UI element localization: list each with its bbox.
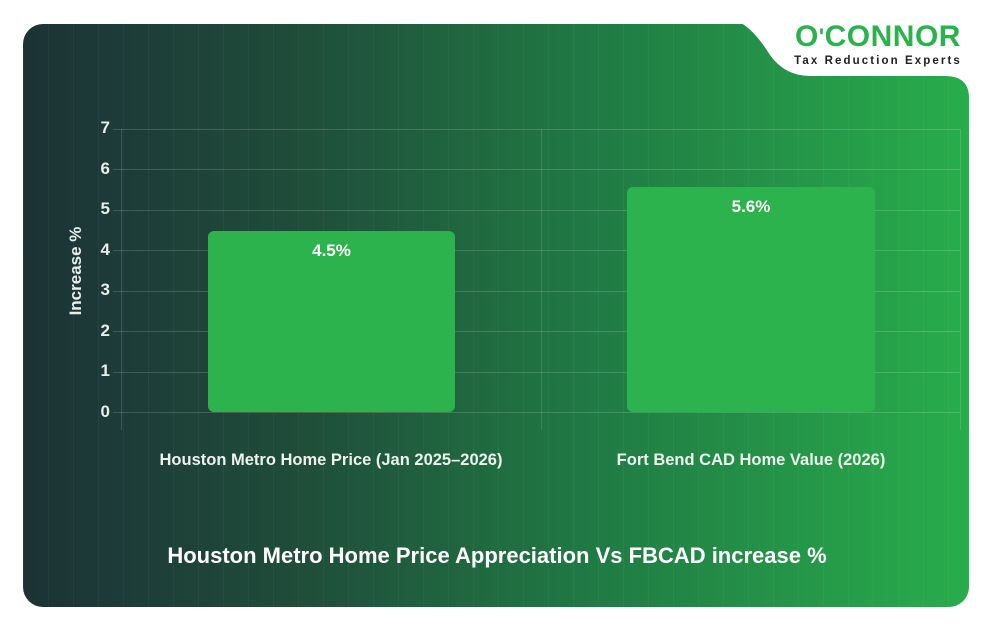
bar-houston-metro[interactable]: 4.5% (208, 231, 455, 412)
y-tick: 3 (100, 280, 110, 299)
x-category-label: Fort Bend CAD Home Value (2026) (616, 451, 886, 469)
y-tick: 1 (100, 361, 110, 380)
gridline (113, 291, 960, 292)
y-tick: 7 (100, 118, 110, 137)
y-tick: 5 (100, 199, 110, 218)
plot-area: 4.5% 5.6% (113, 129, 961, 430)
axis-line (121, 129, 122, 430)
y-tick: 4 (100, 240, 110, 259)
bar-value-label: 5.6% (731, 197, 771, 216)
gridline (113, 372, 960, 373)
gridline (113, 250, 960, 251)
gridline (113, 412, 960, 413)
bar-value-label: 4.5% (312, 241, 351, 260)
x-category-label: Houston Metro Home Price (Jan 2025–2026) (159, 451, 503, 469)
axis-line-right (960, 129, 961, 430)
oconnor-logo: O'CONNOR Tax Reduction Experts (786, 20, 970, 68)
y-axis-label: Increase % (66, 226, 85, 316)
bar-fort-bend-cad[interactable]: 5.6% (627, 187, 875, 412)
y-tick: 2 (100, 321, 110, 340)
logo-wordmark: O'CONNOR (795, 20, 961, 53)
category-divider (541, 129, 542, 430)
logo-tagline: Tax Reduction Experts (794, 55, 962, 67)
y-tick: 6 (100, 159, 110, 178)
gridline (113, 129, 960, 130)
chart-title: Houston Metro Home Price Appreciation Vs… (167, 543, 827, 568)
gridline (113, 169, 960, 170)
gridline (113, 331, 960, 332)
y-tick: 0 (100, 402, 110, 421)
gridline (113, 210, 960, 211)
